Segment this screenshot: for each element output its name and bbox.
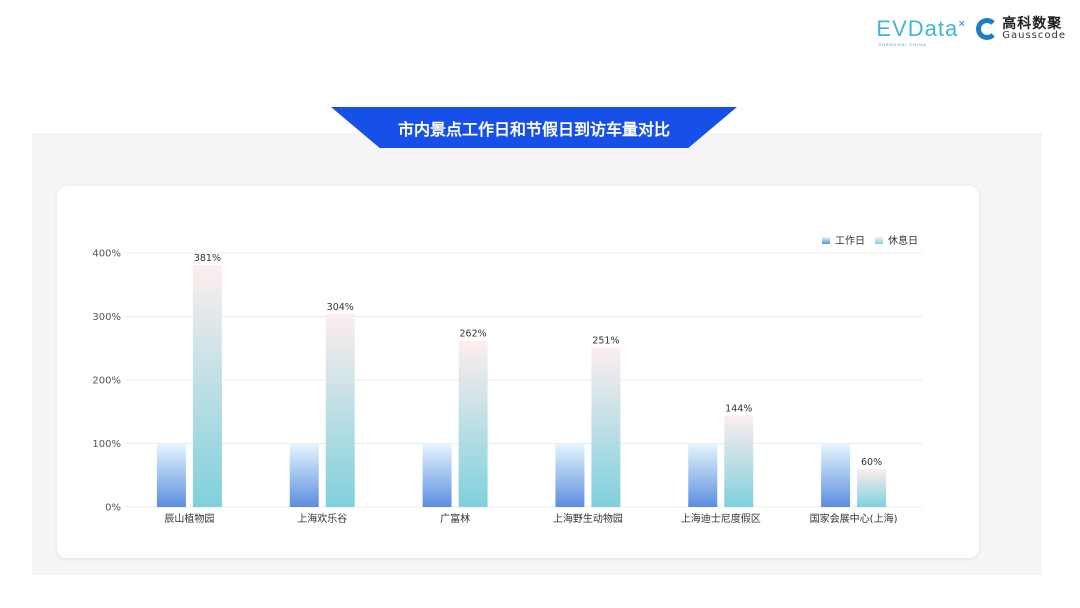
x-tick-label: 上海欢乐谷 bbox=[297, 512, 347, 525]
page-title: 市内景点工作日和节假日到访车量对比 bbox=[331, 107, 737, 148]
bar-workday bbox=[156, 443, 186, 507]
x-tick-label: 上海迪士尼度假区 bbox=[681, 512, 761, 525]
bar-workday bbox=[289, 443, 319, 507]
x-tick-label: 上海野生动物园 bbox=[553, 512, 623, 525]
data-label: 60% bbox=[861, 457, 882, 468]
bar-holiday bbox=[458, 340, 488, 507]
bar-workday bbox=[688, 443, 718, 507]
y-tick-label: 300% bbox=[92, 312, 121, 323]
data-label: 251% bbox=[592, 336, 619, 347]
x-tick-label: 广富林 bbox=[440, 512, 470, 525]
y-tick-label: 200% bbox=[92, 376, 121, 387]
data-label: 144% bbox=[725, 404, 752, 415]
data-label: 381% bbox=[194, 253, 221, 264]
evdata-logo: EVData× SHANGHAI CHINA bbox=[876, 16, 967, 47]
legend-label: 工作日 bbox=[835, 235, 865, 247]
legend-swatch bbox=[822, 237, 830, 244]
gausscode-mark-icon bbox=[976, 18, 999, 40]
data-label: 262% bbox=[459, 329, 486, 340]
y-tick-label: 400% bbox=[92, 249, 121, 260]
x-tick-label: 国家会展中心(上海) bbox=[810, 512, 898, 525]
data-label: 304% bbox=[327, 302, 354, 313]
bar-workday bbox=[555, 443, 585, 507]
y-tick-label: 0% bbox=[105, 503, 121, 514]
bar-workday bbox=[821, 443, 851, 507]
legend-label: 休息日 bbox=[888, 234, 918, 247]
bar-workday bbox=[422, 443, 452, 507]
x-tick-label: 辰山植物园 bbox=[164, 512, 214, 525]
y-tick-label: 100% bbox=[92, 439, 121, 450]
legend-swatch bbox=[875, 237, 883, 244]
gausscode-logo: 高科数聚 Gausscode bbox=[976, 17, 1066, 41]
logos: EVData× SHANGHAI CHINA 高科数聚 Gausscode bbox=[876, 16, 1066, 47]
bar-holiday bbox=[325, 313, 355, 507]
bar-holiday bbox=[724, 415, 754, 507]
bar-holiday bbox=[192, 265, 222, 507]
bar-holiday bbox=[857, 468, 887, 507]
bar-holiday bbox=[591, 347, 621, 507]
